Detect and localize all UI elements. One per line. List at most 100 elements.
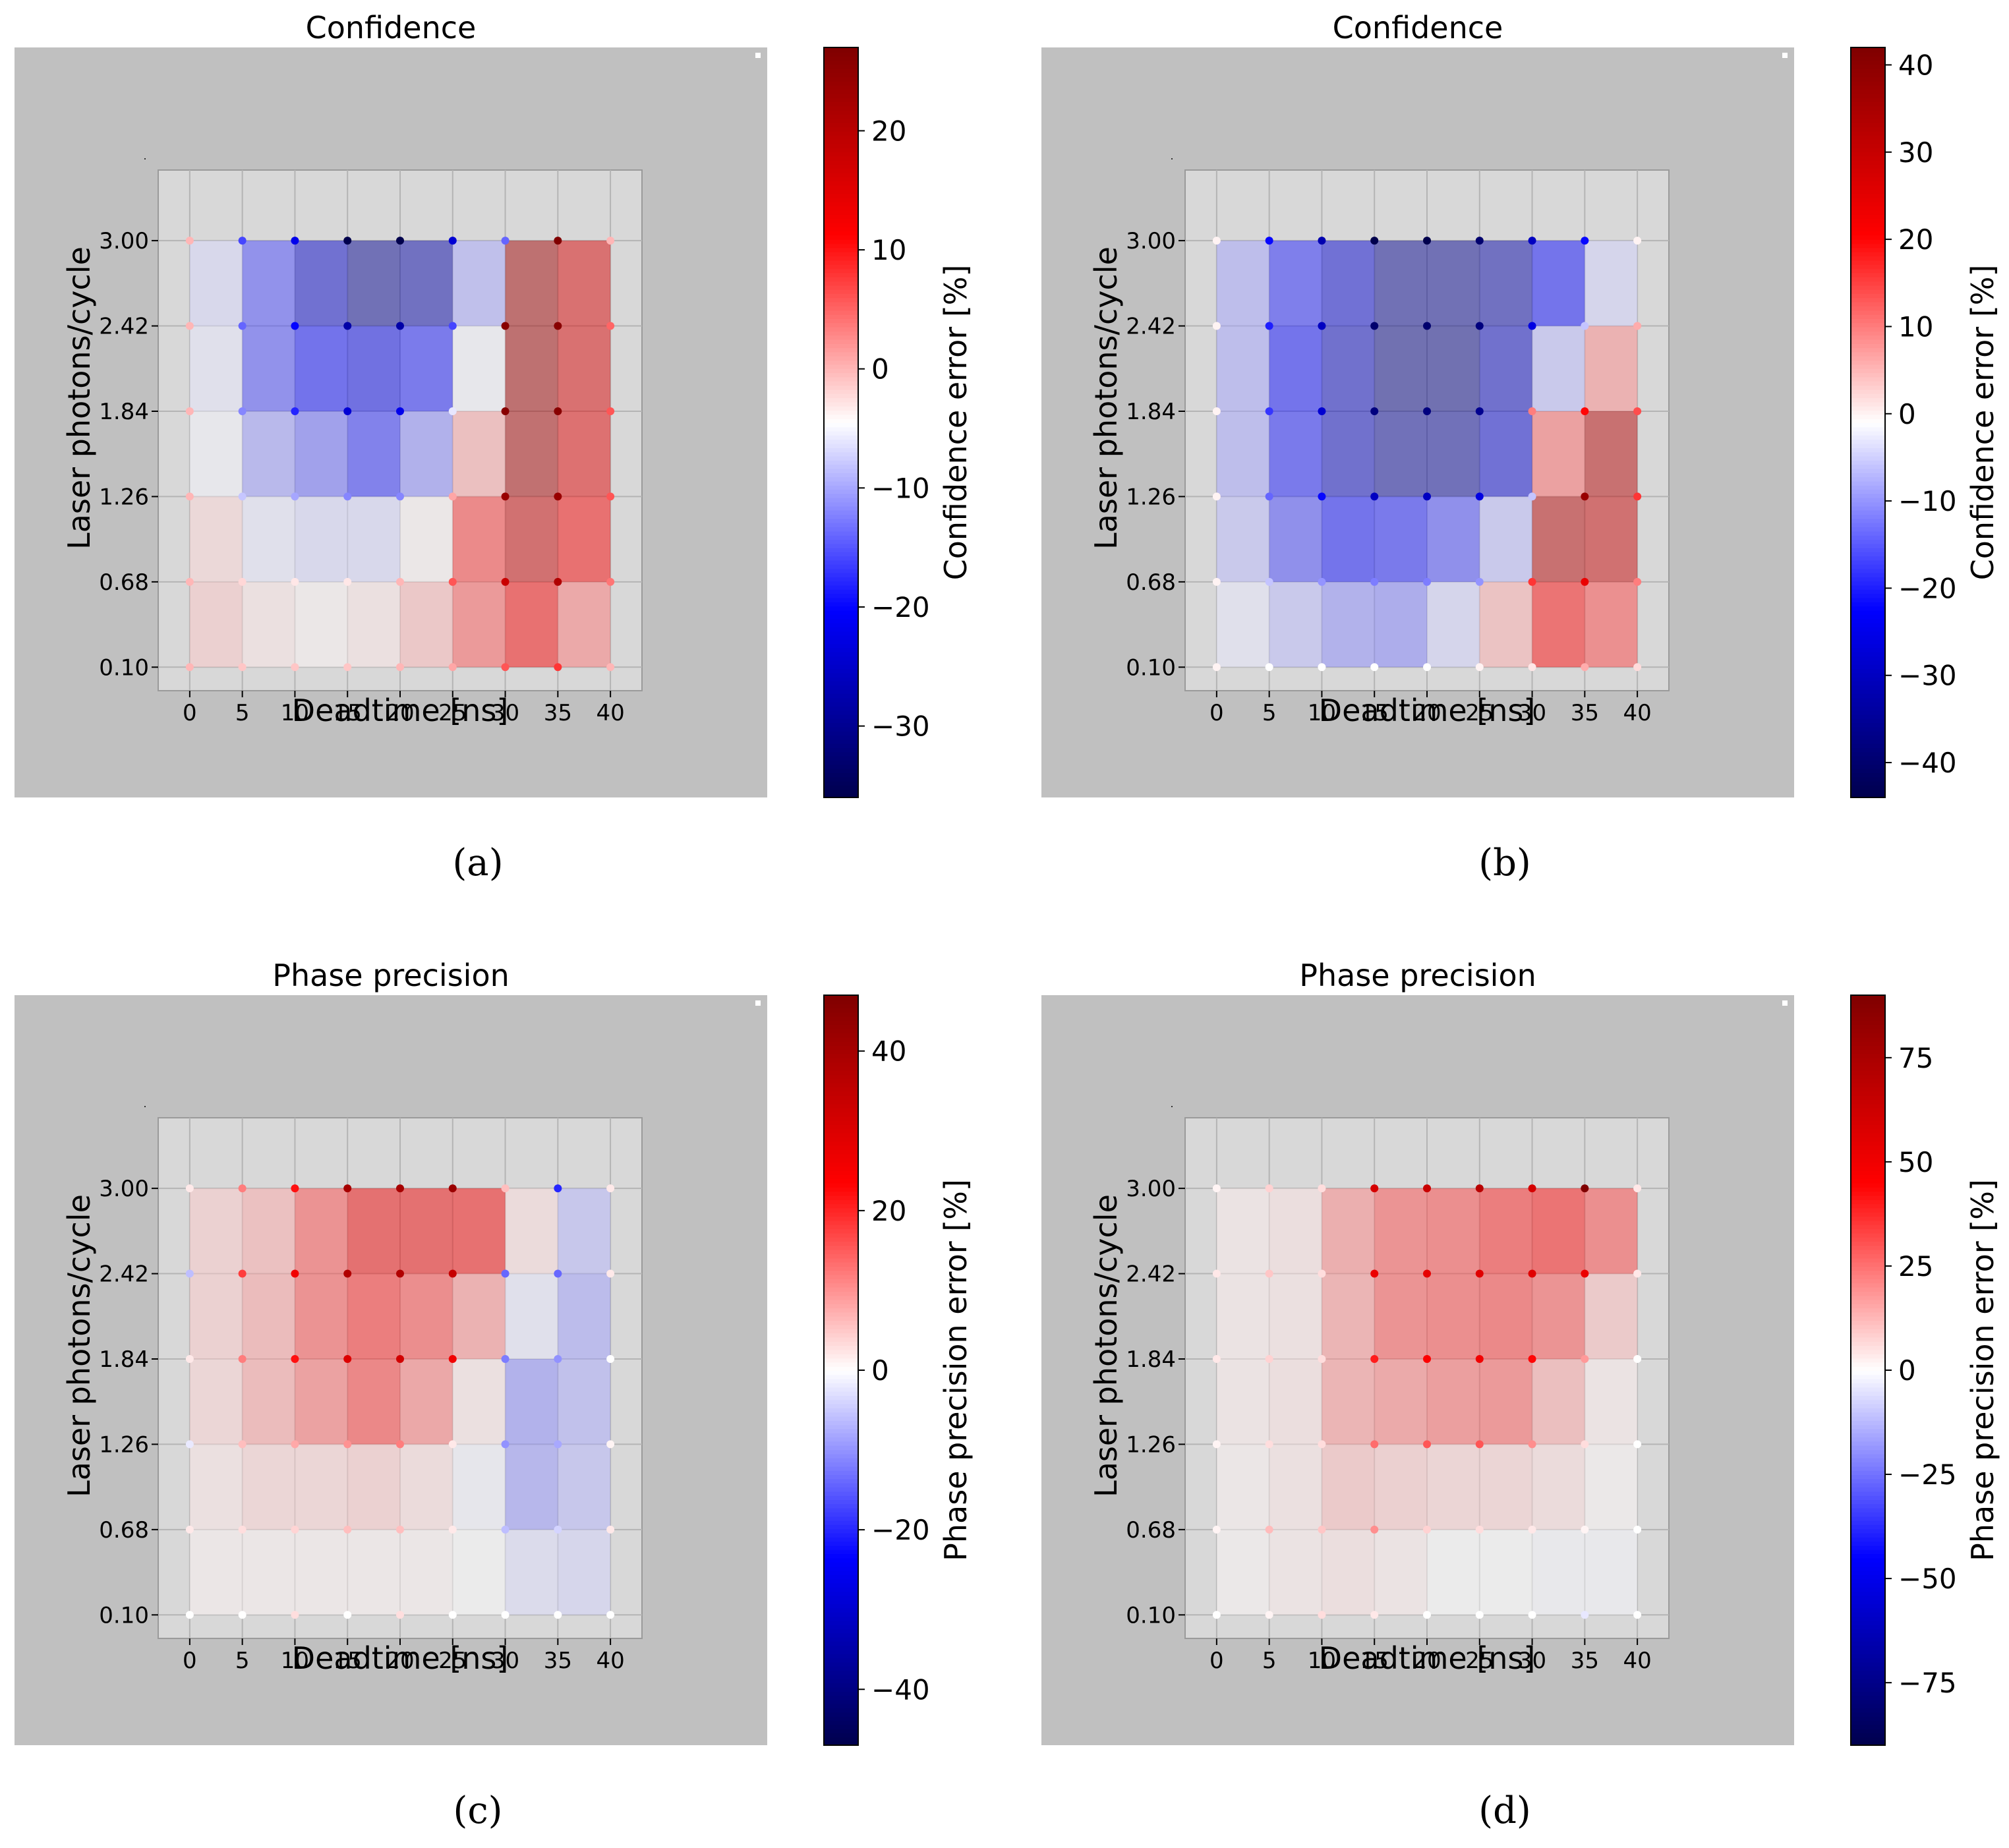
heatmap-cell bbox=[1479, 1358, 1532, 1445]
colorbar-segment bbox=[824, 1207, 858, 1213]
data-point bbox=[343, 1525, 352, 1534]
colorbar-segment bbox=[1851, 281, 1885, 286]
heatmap-cell bbox=[1585, 1273, 1638, 1359]
colorbar-segment bbox=[824, 551, 858, 557]
heatmap-cell bbox=[1269, 326, 1322, 411]
colorbar-segment bbox=[1851, 172, 1885, 177]
data-point bbox=[1581, 1611, 1589, 1619]
colorbar-segment bbox=[1851, 1149, 1885, 1155]
colorbar-segment bbox=[824, 1253, 858, 1259]
colorbar-segment bbox=[824, 1616, 858, 1621]
heatmap-cell bbox=[1585, 1444, 1638, 1530]
colorbar-segment bbox=[824, 534, 858, 540]
data-point bbox=[1212, 407, 1221, 415]
colorbar-segment bbox=[1851, 676, 1885, 681]
data-point bbox=[501, 577, 510, 586]
colorbar-segment bbox=[1851, 1257, 1885, 1263]
colorbar-segment bbox=[1851, 1236, 1885, 1242]
heatmap-cell bbox=[347, 326, 400, 411]
colorbar-segment bbox=[824, 127, 858, 132]
colorbar-segment bbox=[1851, 451, 1885, 457]
data-point bbox=[396, 1440, 404, 1449]
colorbar-segment bbox=[824, 1303, 858, 1309]
x-tick-label: 25 bbox=[438, 1648, 467, 1674]
heatmap-cell bbox=[1322, 241, 1375, 326]
x-tick-label: 20 bbox=[1412, 1648, 1441, 1674]
colorbar-frame bbox=[1850, 47, 1886, 798]
heatmap-cell bbox=[1427, 326, 1480, 411]
colorbar-segment bbox=[824, 597, 858, 602]
colorbar-segment bbox=[824, 243, 858, 248]
colorbar-segment bbox=[1851, 101, 1885, 107]
colorbar-segment bbox=[824, 1265, 858, 1271]
heatmap-cell bbox=[1322, 581, 1375, 668]
colorbar-segment bbox=[824, 188, 858, 194]
colorbar-segment bbox=[824, 1136, 858, 1142]
heatmap-cell bbox=[505, 1358, 558, 1445]
data-point bbox=[448, 492, 457, 501]
heatmap-cell bbox=[400, 1529, 453, 1615]
colorbar-segment bbox=[824, 1170, 858, 1175]
data-point bbox=[238, 1269, 247, 1278]
data-point bbox=[396, 663, 404, 672]
colorbar-segment bbox=[824, 1157, 858, 1163]
colorbar-segment bbox=[1851, 718, 1885, 724]
data-point bbox=[185, 1269, 194, 1278]
colorbar-segment bbox=[1851, 760, 1885, 765]
heatmap-cell bbox=[347, 1358, 400, 1445]
colorbar-segment bbox=[824, 405, 858, 411]
data-point bbox=[1212, 1269, 1221, 1278]
colorbar-segment bbox=[824, 718, 858, 724]
colorbar-segment bbox=[1851, 1220, 1885, 1225]
colorbar-segment bbox=[1851, 1299, 1885, 1304]
colorbar-segment bbox=[1851, 1245, 1885, 1250]
data-point bbox=[291, 1440, 299, 1449]
data-point bbox=[1633, 577, 1642, 586]
colorbar-segment bbox=[824, 1028, 858, 1033]
colorbar-segment bbox=[824, 556, 858, 561]
colorbar-segment bbox=[1851, 156, 1885, 161]
colorbar-segment bbox=[824, 1057, 858, 1063]
data-point bbox=[554, 663, 562, 672]
colorbar-segment bbox=[824, 610, 858, 615]
data-point bbox=[606, 237, 615, 245]
data-point bbox=[1265, 1354, 1273, 1363]
colorbar-segment bbox=[824, 1070, 858, 1076]
colorbar-segment bbox=[1851, 468, 1885, 473]
colorbar-segment bbox=[1851, 1157, 1885, 1163]
heatmap-cell bbox=[558, 1273, 611, 1359]
colorbar-segment bbox=[1851, 80, 1885, 86]
x-axis-label: Deadtime [ns] bbox=[1319, 693, 1536, 728]
x-tick-label: 25 bbox=[1465, 1648, 1494, 1674]
data-point bbox=[238, 1354, 247, 1363]
data-point bbox=[1212, 322, 1221, 330]
colorbar-tick-label: −25 bbox=[1898, 1458, 1957, 1491]
colorbar-segment bbox=[824, 1324, 858, 1329]
colorbar-segment bbox=[1851, 1224, 1885, 1230]
colorbar-segment bbox=[1851, 1216, 1885, 1221]
data-point bbox=[343, 1184, 352, 1193]
data-point bbox=[238, 322, 247, 330]
data-point bbox=[1212, 1525, 1221, 1534]
data-point bbox=[1581, 1269, 1589, 1278]
colorbar-segment bbox=[824, 414, 858, 419]
heatmap-cell bbox=[1269, 411, 1322, 497]
colorbar-segment bbox=[824, 606, 858, 611]
corner-marker bbox=[1171, 158, 1173, 159]
colorbar-segment bbox=[824, 1624, 858, 1629]
y-tick-label: 2.42 bbox=[99, 1261, 149, 1288]
colorbar-segment bbox=[1851, 1424, 1885, 1429]
colorbar-segment bbox=[1851, 1632, 1885, 1638]
colorbar: 20 10 0 −10 −20 −30 Confidence error [%] bbox=[823, 47, 974, 798]
data-point bbox=[448, 407, 457, 415]
colorbar-segment bbox=[1851, 268, 1885, 274]
colorbar-tick-label: −40 bbox=[871, 1673, 930, 1706]
colorbar-segment bbox=[824, 1007, 858, 1013]
colorbar-segment bbox=[1851, 722, 1885, 728]
colorbar-segment bbox=[1851, 1203, 1885, 1209]
colorbar-segment bbox=[1851, 439, 1885, 444]
colorbar-segment bbox=[1851, 414, 1885, 419]
heatmap-cell bbox=[189, 326, 243, 411]
colorbar-segment bbox=[824, 1216, 858, 1221]
colorbar-segment bbox=[1851, 493, 1885, 498]
